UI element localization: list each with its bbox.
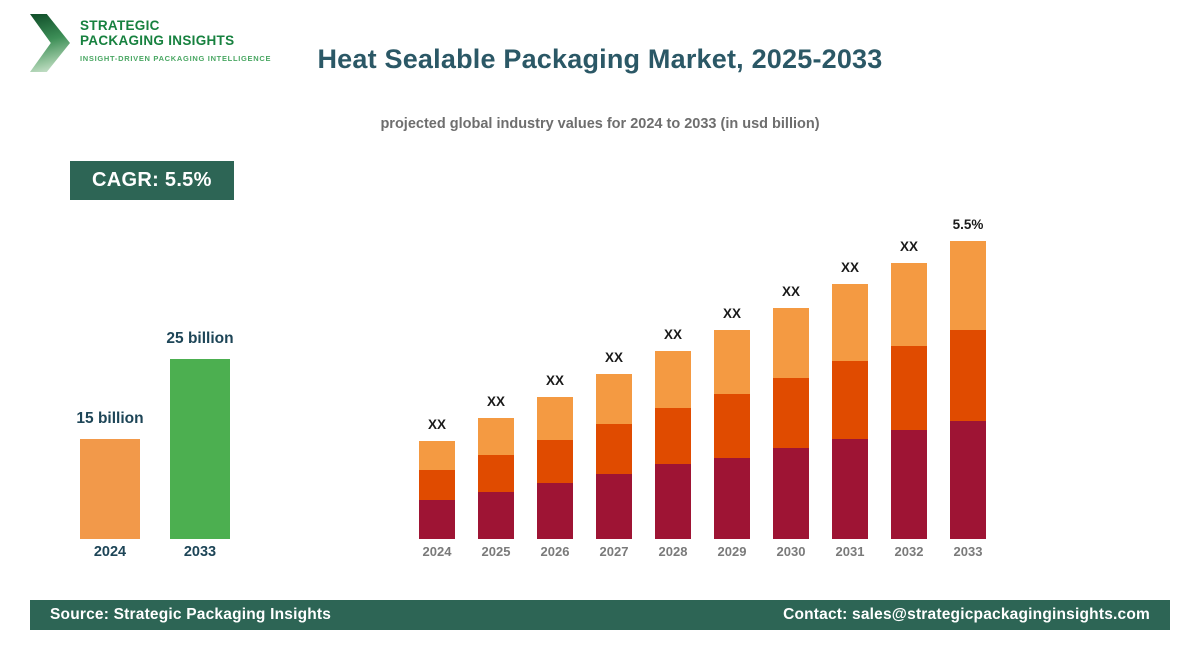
bar-segment-middle-segment: [537, 440, 573, 483]
x-axis-label: 2030: [776, 544, 806, 559]
bar-value-label: 25 billion: [166, 330, 234, 347]
bar-segment-bottom-segment: [714, 458, 750, 539]
bar-stack: [419, 441, 455, 539]
x-axis-label: 2033: [953, 544, 983, 559]
bar-segment-middle-segment: [596, 424, 632, 474]
bar-segment-top-segment: [419, 441, 455, 470]
summary-bar-chart: 15 billion 2024 25 billion 2033: [76, 330, 233, 562]
x-axis-label: 2024: [422, 544, 452, 559]
bar-segment-bottom-segment: [478, 492, 514, 539]
bar-value-label: XX: [781, 284, 800, 299]
x-axis-label: 2024: [93, 544, 127, 560]
bar-stack: [596, 374, 632, 539]
page-subtitle: projected global industry values for 202…: [380, 116, 820, 132]
bar-value-label: XX: [840, 260, 859, 275]
bar-segment-middle-segment: [773, 378, 809, 448]
x-axis-label: 2032: [894, 544, 924, 559]
bar-segment-middle-segment: [655, 408, 691, 464]
bar-segment-bottom-segment: [950, 421, 986, 539]
bar-segment-middle-segment: [891, 346, 927, 430]
bar: [80, 439, 140, 539]
page-title: Heat Sealable Packaging Market, 2025-203…: [317, 44, 883, 74]
stacked-bar-column: XX 2026: [537, 373, 573, 562]
bar-segment-bottom-segment: [891, 430, 927, 539]
bar-segment-middle-segment: [950, 330, 986, 421]
bar-value-label: 15 billion: [76, 410, 144, 427]
bar-segment-bottom-segment: [773, 448, 809, 539]
bar-segment-top-segment: [950, 241, 986, 330]
bar-segment-top-segment: [537, 397, 573, 440]
stacked-bar-column: XX 2032: [891, 239, 927, 562]
bar-segment-top-segment: [773, 308, 809, 378]
brand-name-line2: PACKAGING INSIGHTS: [80, 33, 235, 48]
bar-value-label: XX: [486, 394, 505, 409]
bar-segment-top-segment: [714, 330, 750, 394]
bar-segment-middle-segment: [478, 455, 514, 492]
bar-segment-top-segment: [832, 284, 868, 361]
bar-segment-top-segment: [891, 263, 927, 346]
bar-stack: [537, 397, 573, 539]
brand-logo-text: STRATEGIC PACKAGING INSIGHTS INSIGHT-DRI…: [80, 14, 271, 63]
bar-value-label: XX: [604, 350, 623, 365]
x-axis-label: 2025: [481, 544, 511, 559]
bar-segment-middle-segment: [832, 361, 868, 439]
footer-contact: Contact: sales@strategicpackaginginsight…: [783, 606, 1150, 623]
bar-segment-top-segment: [596, 374, 632, 424]
bar-segment-middle-segment: [714, 394, 750, 458]
footer-source: Source: Strategic Packaging Insights: [50, 606, 332, 623]
brand-name-line1: STRATEGIC: [80, 18, 160, 33]
bar-value-label: 5.5%: [952, 217, 984, 232]
bar: [170, 359, 230, 539]
projection-stacked-chart: XX 2024 XX 2025 XX 2026 XX 2027 XX 2028 XX 2029 XX 20…: [419, 217, 986, 562]
x-axis-label: 2026: [540, 544, 570, 559]
brand-tagline: INSIGHT-DRIVEN PACKAGING INTELLIGENCE: [80, 54, 272, 63]
stacked-bar-column: XX 2024: [419, 417, 455, 562]
stacked-bar-column: XX 2029: [714, 306, 750, 562]
cagr-badge: CAGR: 5.5%: [70, 161, 234, 200]
bar-stack: [950, 241, 986, 539]
bar-value-label: XX: [722, 306, 741, 321]
brand-logo: STRATEGIC PACKAGING INSIGHTS INSIGHT-DRI…: [30, 14, 271, 72]
bar-segment-bottom-segment: [655, 464, 691, 539]
stacked-bar-column: XX 2030: [773, 284, 809, 562]
bar-value-label: XX: [663, 327, 682, 342]
stacked-bar-column: XX 2027: [596, 350, 632, 562]
bar-stack: [773, 308, 809, 539]
bar-value-label: XX: [899, 239, 918, 254]
x-axis-label: 2033: [183, 544, 217, 560]
stacked-bar-column: XX 2031: [832, 260, 868, 562]
summary-bar-column: 25 billion 2033: [166, 330, 233, 562]
stacked-bar-column: XX 2025: [478, 394, 514, 562]
bar-stack: [891, 263, 927, 539]
bar-stack: [478, 418, 514, 539]
stacked-bar-column: XX 2028: [655, 327, 691, 562]
bar-segment-bottom-segment: [832, 439, 868, 539]
bar-stack: [832, 284, 868, 539]
bar-value-label: XX: [427, 417, 446, 432]
x-axis-label: 2027: [599, 544, 629, 559]
bar-segment-bottom-segment: [419, 500, 455, 539]
bar-stack: [714, 330, 750, 539]
bar-segment-bottom-segment: [537, 483, 573, 539]
bar-segment-middle-segment: [419, 470, 455, 500]
bar-stack: [655, 351, 691, 539]
x-axis-label: 2028: [658, 544, 688, 559]
x-axis-label: 2031: [835, 544, 865, 559]
x-axis-label: 2029: [717, 544, 747, 559]
bar-value-label: XX: [545, 373, 564, 388]
bar-segment-top-segment: [478, 418, 514, 455]
bar-segment-top-segment: [655, 351, 691, 408]
summary-bar-column: 15 billion 2024: [76, 410, 143, 562]
stacked-bar-column: 5.5% 2033: [950, 217, 986, 562]
footer-bar: Source: Strategic Packaging Insights Con…: [30, 600, 1170, 630]
bar-segment-bottom-segment: [596, 474, 632, 539]
